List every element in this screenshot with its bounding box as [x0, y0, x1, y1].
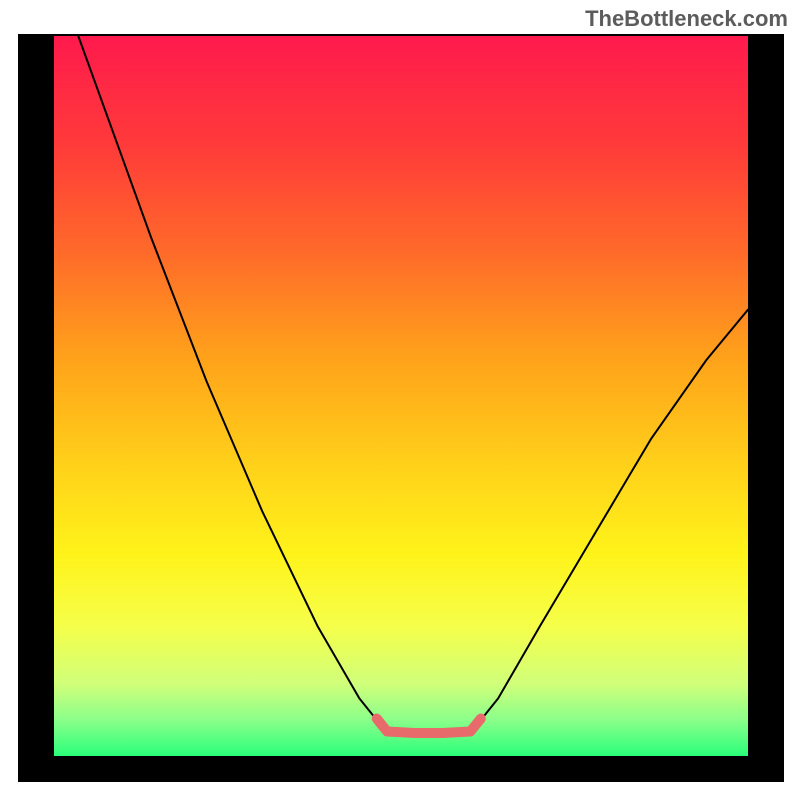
bottleneck-chart	[18, 34, 784, 782]
watermark-text: TheBottleneck.com	[585, 6, 788, 32]
chart-svg	[18, 34, 784, 782]
